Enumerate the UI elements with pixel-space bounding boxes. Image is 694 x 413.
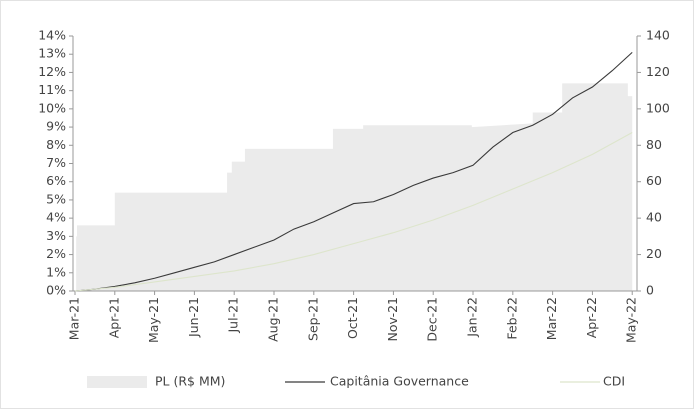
x-tick-label: Jul-21 — [226, 297, 241, 334]
y-tick-label: 7% — [46, 155, 66, 170]
x-tick-label: Mar-21 — [66, 297, 81, 340]
y2-tick-label: 120 — [646, 64, 670, 79]
y2-tick-label: 0 — [646, 283, 654, 298]
x-tick-label: Feb-22 — [504, 297, 519, 340]
y-tick-label: 10% — [38, 100, 66, 115]
legend-label: Capitânia Governance — [330, 374, 469, 389]
y-tick-label: 11% — [38, 82, 66, 97]
y-tick-label: 3% — [46, 228, 66, 243]
x-tick-label: Apr-22 — [584, 297, 599, 338]
y-tick-label: 12% — [38, 64, 66, 79]
series-line — [74, 51, 633, 292]
x-tick-label: Jun-21 — [186, 297, 201, 338]
y-tick-label: 9% — [46, 119, 66, 134]
y2-tick-label: 80 — [646, 137, 662, 152]
legend-label: PL (R$ MM) — [155, 374, 225, 389]
y-tick-label: 1% — [46, 264, 66, 279]
series-line — [74, 132, 633, 292]
y2-tick-label: 140 — [646, 28, 670, 43]
x-tick-label: Nov-21 — [385, 297, 400, 341]
y-tick-label: 2% — [46, 246, 66, 261]
x-tick-label: Oct-21 — [345, 297, 360, 339]
legend-swatch — [87, 376, 147, 388]
y-tick-label: 5% — [46, 191, 66, 206]
y-tick-label: 13% — [38, 46, 66, 61]
x-tick-label: Dec-21 — [425, 297, 440, 342]
x-tick-label: Aug-21 — [266, 297, 281, 342]
y2-tick-label: 60 — [646, 173, 662, 188]
x-tick-label: May-21 — [146, 297, 161, 343]
y2-tick-label: 40 — [646, 210, 662, 225]
x-tick-label: Apr-21 — [106, 297, 121, 338]
y2-tick-label: 100 — [646, 100, 670, 115]
y-tick-label: 0% — [46, 283, 66, 298]
y-tick-label: 8% — [46, 137, 66, 152]
pl-area — [74, 83, 633, 291]
x-tick-label: Jan-22 — [465, 297, 480, 338]
y-tick-label: 14% — [38, 28, 66, 43]
y2-tick-label: 20 — [646, 246, 662, 261]
y-tick-label: 6% — [46, 173, 66, 188]
x-tick-label: May-22 — [624, 297, 639, 343]
x-tick-label: Sep-21 — [305, 297, 320, 341]
x-tick-label: Mar-22 — [544, 297, 559, 340]
legend-label: CDI — [603, 374, 625, 389]
y-tick-label: 4% — [46, 210, 66, 225]
